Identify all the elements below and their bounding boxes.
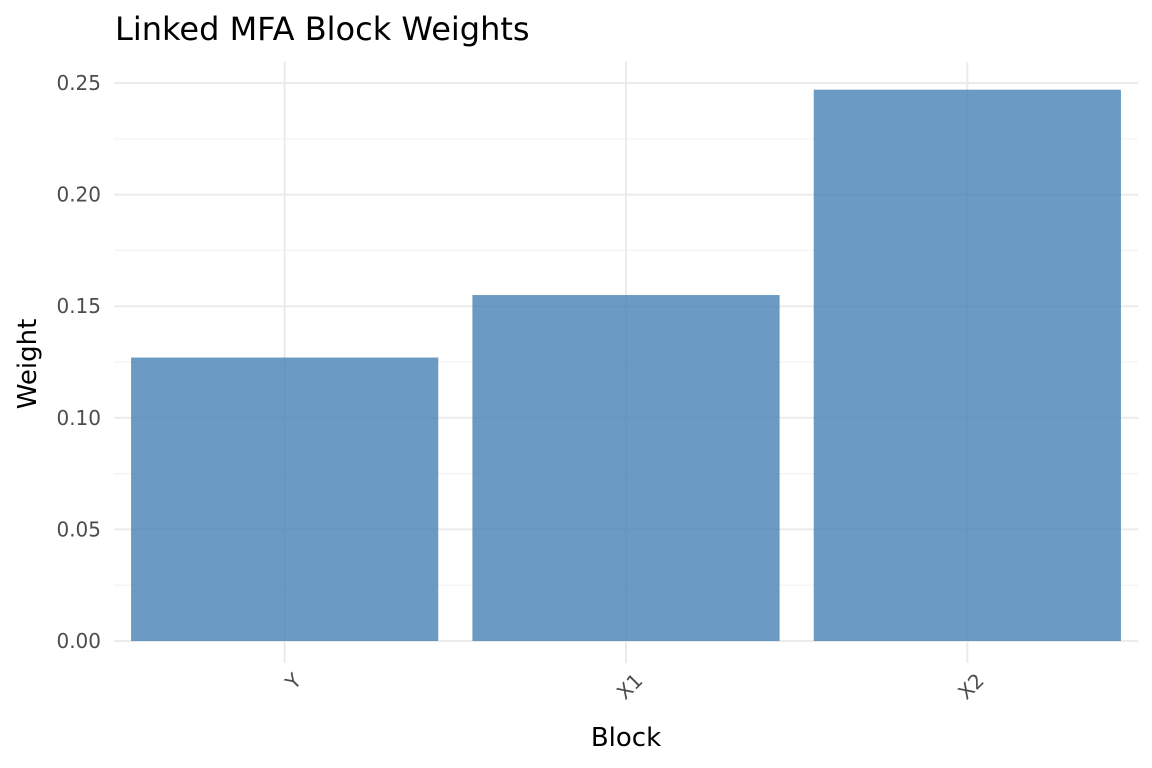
bar-x2 — [813, 89, 1121, 642]
x-axis-title: Block — [591, 723, 661, 753]
y-axis-title: Weight — [13, 319, 43, 410]
y-tick-label: 0.00 — [56, 629, 101, 653]
chart-title: Linked MFA Block Weights — [115, 10, 530, 48]
y-tick-label: 0.05 — [56, 517, 101, 541]
y-tick-label: 0.20 — [56, 183, 101, 207]
y-tick-label: 0.15 — [56, 294, 101, 318]
y-tick-label: 0.10 — [56, 406, 101, 430]
y-tick-label: 0.25 — [56, 71, 101, 95]
y-axis-tick-labels: 0.00 0.05 0.10 0.15 0.20 0.25 — [56, 71, 101, 653]
bar-x1 — [472, 295, 780, 641]
bars — [131, 89, 1121, 642]
bar-y — [131, 357, 439, 641]
